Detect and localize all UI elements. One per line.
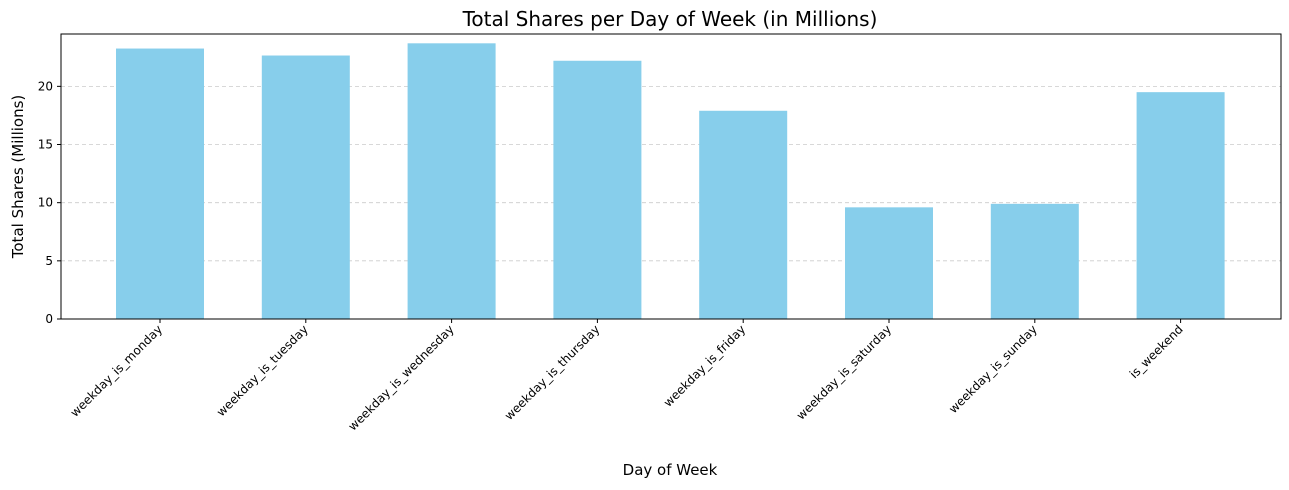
y-tick-label: 0 xyxy=(45,312,53,326)
y-tick-label: 15 xyxy=(38,138,53,152)
bar-weekday_is_wednesday xyxy=(407,43,496,319)
chart-title: Total Shares per Day of Week (in Million… xyxy=(462,7,878,31)
bar-is_weekend xyxy=(1136,92,1225,319)
x-tick-label: weekday_is_sunday xyxy=(946,322,1040,416)
x-axis-ticks: weekday_is_monday weekday_is_tuesday weekd… xyxy=(68,319,1186,433)
bar-weekday_is_monday xyxy=(116,48,204,319)
bar-weekday_is_thursday xyxy=(553,60,642,320)
x-tick-label: weekday_is_monday xyxy=(68,322,166,420)
x-tick-label: weekday_is_wednesday xyxy=(345,322,456,433)
x-tick-label: weekday_is_tuesday xyxy=(214,322,311,419)
bar-weekday_is_friday xyxy=(699,110,788,319)
x-tick-label: weekday_is_saturday xyxy=(794,322,894,422)
grid-lines xyxy=(61,85,1281,262)
y-tick-label: 5 xyxy=(45,254,53,268)
y-tick-label: 10 xyxy=(38,196,53,210)
x-tick-label: weekday_is_friday xyxy=(661,322,749,410)
bar-weekday_is_sunday xyxy=(990,203,1079,319)
bars xyxy=(116,43,1225,320)
x-tick-label: weekday_is_thursday xyxy=(502,322,603,423)
y-axis-ticks: 0 5 10 15 20 xyxy=(38,79,61,326)
bar-weekday_is_saturday xyxy=(845,207,933,319)
y-tick-label: 20 xyxy=(38,79,53,93)
x-tick-label: is_weekend xyxy=(1127,322,1186,381)
plot-frame xyxy=(60,33,1282,320)
y-axis-label: Total Shares (Millions) xyxy=(9,95,27,259)
x-axis-label: Day of Week xyxy=(623,461,718,479)
bar-weekday_is_tuesday xyxy=(261,55,350,319)
